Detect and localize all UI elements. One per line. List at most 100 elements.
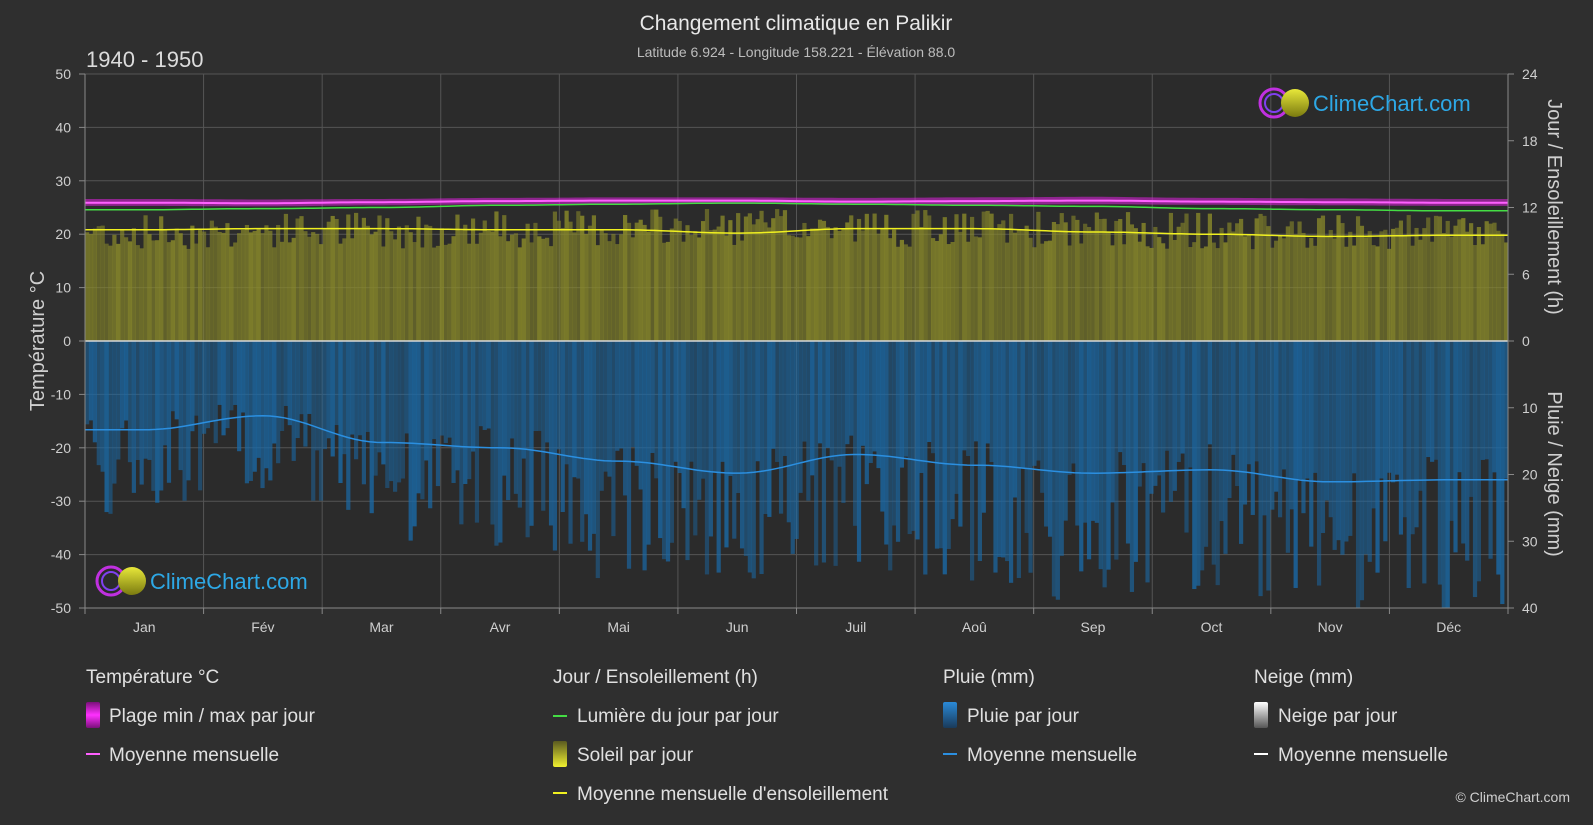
- sunshine-day-bar: [853, 241, 858, 341]
- rain-mean-line: [85, 415, 1508, 483]
- sunshine-day-bar: [131, 228, 136, 341]
- rain-day-bar: [459, 341, 464, 525]
- sunshine-day-bar: [642, 224, 647, 341]
- sunshine-day-bar: [802, 222, 807, 341]
- rain-day-bar: [1196, 341, 1201, 586]
- legend-label-rain: Pluie par jour: [967, 706, 1080, 727]
- sunshine-day-bar: [342, 238, 347, 341]
- sunshine-day-bar: [162, 229, 168, 341]
- sunshine-day-bar: [708, 230, 713, 341]
- rain-day-bar: [564, 341, 569, 465]
- sunshine-day-bar: [564, 210, 569, 341]
- sunshine-day-bar: [1391, 228, 1396, 341]
- sunshine-day-bar: [1036, 211, 1041, 341]
- sunshine-day-bar: [950, 241, 955, 341]
- rain-day-bar: [739, 341, 745, 549]
- rain-day-bar: [537, 341, 542, 431]
- rain-day-bar: [498, 341, 503, 543]
- rain-day-bar: [120, 341, 125, 429]
- rain-day-bar: [264, 341, 269, 469]
- rain-day-bar: [1430, 341, 1435, 462]
- legend-label-temp-range: Plage min / max par jour: [109, 706, 316, 727]
- sunshine-day-bar: [1492, 222, 1497, 341]
- sunshine-day-bar: [1016, 229, 1021, 341]
- sunshine-day-bar: [1297, 221, 1302, 341]
- rain-day-bar: [743, 341, 749, 556]
- sunshine-day-bar: [373, 231, 378, 341]
- rain-day-bar: [186, 341, 191, 481]
- rain-day-bar: [849, 341, 854, 436]
- rain-day-bar: [1133, 341, 1138, 562]
- sunshine-day-bar: [396, 226, 402, 341]
- rain-day-bar: [1001, 341, 1006, 558]
- sunshine-day-bar: [1301, 232, 1306, 341]
- sunshine-day-bar: [1192, 242, 1197, 341]
- sunshine-day-bar: [139, 248, 144, 341]
- sunshine-day-bar: [474, 243, 480, 341]
- sunshine-day-bar: [884, 214, 889, 341]
- sunshine-day-bar: [576, 211, 581, 341]
- rain-day-bar: [365, 341, 370, 432]
- sunshine-day-bar: [248, 232, 253, 341]
- rain-day-bar: [248, 341, 253, 481]
- left-tick-label: -20: [51, 440, 71, 456]
- sunshine-day-bar: [927, 215, 932, 341]
- rain-day-bar: [693, 341, 698, 536]
- sunshine-day-bar: [638, 219, 643, 341]
- rain-day-bar: [931, 341, 936, 454]
- sunshine-day-bar: [584, 233, 589, 341]
- rain-day-bar: [716, 341, 721, 573]
- rain-day-bar: [1504, 341, 1508, 479]
- rain-day-bar: [221, 341, 226, 436]
- month-label: Avr: [490, 619, 511, 635]
- sunshine-day-bar: [1500, 233, 1505, 341]
- sunshine-day-bar: [775, 209, 780, 341]
- sunshine-day-bar: [502, 215, 507, 341]
- rain-day-bar: [166, 341, 172, 483]
- rain-day-bar: [1480, 341, 1485, 460]
- sunshine-day-bar: [798, 237, 803, 341]
- sunshine-day-bar: [1394, 227, 1400, 341]
- rain-day-bar: [658, 341, 663, 539]
- sunshine-day-bar: [981, 211, 986, 341]
- rain-day-bar: [1040, 341, 1045, 493]
- sunshine-day-bar: [814, 228, 819, 341]
- rain-day-bar: [1192, 341, 1197, 590]
- sunshine-day-bar: [205, 247, 211, 341]
- sunshine-day-bar: [96, 226, 101, 341]
- sunshine-day-bar: [377, 215, 382, 341]
- rain-day-bar: [646, 341, 651, 545]
- rain-day-bar: [155, 341, 160, 503]
- sunshine-day-bar: [127, 241, 133, 341]
- sunshine-day-bar: [521, 238, 526, 341]
- sunshine-day-bar: [817, 219, 823, 341]
- rain-day-bar: [681, 341, 686, 509]
- legend-label-daylight: Lumière du jour par jour: [577, 706, 779, 727]
- month-label: Mar: [369, 619, 393, 635]
- sunshine-day-bar: [993, 228, 998, 341]
- rain-day-bar: [728, 341, 733, 476]
- rain-day-bar: [568, 341, 573, 544]
- sunshine-day-bar: [354, 212, 359, 341]
- sunshine-day-bar: [1168, 212, 1174, 341]
- rain-day-bar: [1016, 341, 1021, 578]
- sunshine-day-bar: [1250, 249, 1255, 341]
- sunshine-day-bar: [1122, 244, 1127, 341]
- rain-day-bar: [1215, 341, 1220, 586]
- sunshine-day-bar: [771, 218, 776, 341]
- rain-day-bar: [950, 341, 955, 520]
- rain-day-bar: [521, 341, 526, 459]
- sunshine-day-bar: [1254, 218, 1259, 341]
- rain-day-bar: [771, 341, 776, 449]
- rain-day-bar: [1250, 341, 1255, 515]
- rain-day-bar: [369, 341, 374, 514]
- rain-day-bar: [1223, 341, 1228, 554]
- sunshine-day-bar: [1153, 226, 1158, 341]
- sunshine-day-bar: [895, 246, 901, 341]
- sunshine-day-bar: [759, 210, 764, 341]
- rain-day-bar: [346, 341, 351, 510]
- sunshine-day-bar: [1281, 238, 1287, 341]
- rain-day-bar: [451, 341, 456, 483]
- rain-day-bar: [611, 341, 616, 537]
- sunshine-day-bar: [451, 236, 456, 341]
